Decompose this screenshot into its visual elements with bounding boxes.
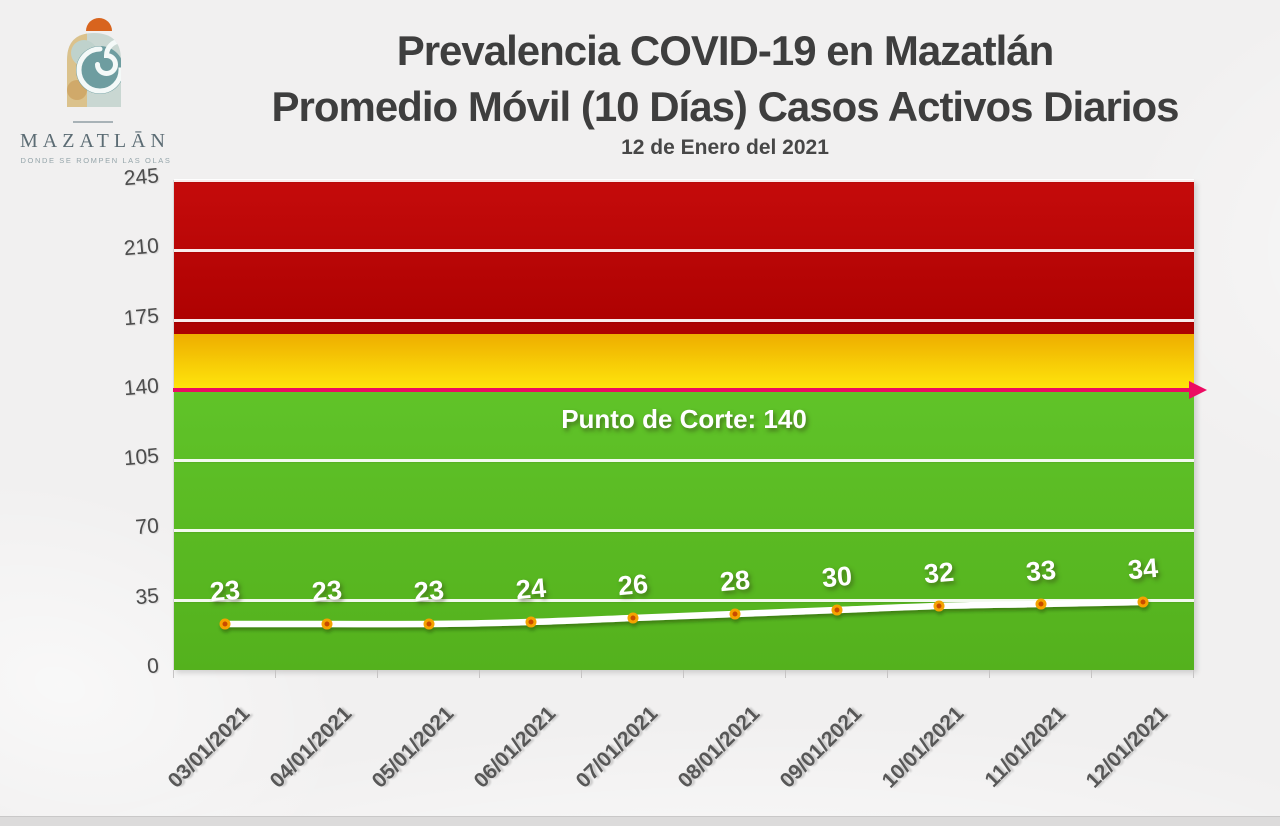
cutoff-label: Punto de Corte: 140 — [561, 404, 807, 434]
x-axis-tick-7 — [887, 670, 888, 678]
gridline-105 — [174, 458, 1194, 462]
y-axis-label-175: 175 — [122, 304, 160, 331]
mazatlan-logo: MAZATLĀN DONDE SE ROMPEN LAS OLAS — [20, 18, 172, 165]
x-axis-tick-3 — [479, 670, 480, 678]
data-point-09/01/2021 — [831, 604, 843, 616]
bottom-edge-strip — [0, 816, 1280, 826]
data-point-06/01/2021 — [525, 616, 537, 628]
x-axis-tick-5 — [683, 670, 684, 678]
y-axis-label-245: 245 — [122, 164, 160, 191]
gridline-35 — [174, 598, 1194, 602]
chart-subtitle: Promedio Móvil (10 Días) Casos Activos D… — [271, 83, 1179, 130]
y-axis-label-35: 35 — [134, 584, 160, 610]
y-axis-label-70: 70 — [134, 514, 160, 540]
gridline-70 — [174, 528, 1194, 532]
x-axis-tick-0 — [173, 670, 174, 678]
gridline-245 — [174, 178, 1194, 182]
y-axis-label-0: 0 — [146, 654, 160, 679]
logo-sun-icon — [86, 18, 112, 31]
cutoff-line — [173, 388, 1193, 392]
chart-date: 12 de Enero del 2021 — [621, 136, 829, 159]
y-axis-label-105: 105 — [122, 444, 160, 471]
data-point-12/01/2021 — [1137, 596, 1149, 608]
y-axis-label-210: 210 — [122, 234, 160, 261]
data-point-10/01/2021 — [933, 600, 945, 612]
logo-wave-spiral-icon — [76, 38, 121, 94]
x-axis-tick-4 — [581, 670, 582, 678]
gridline-210 — [174, 248, 1194, 252]
data-point-07/01/2021 — [627, 612, 639, 624]
cutoff-arrow-icon — [1189, 381, 1207, 399]
data-point-08/01/2021 — [729, 608, 741, 620]
plot-area: Punto de Corte: 140 23 23 23 24 26 28 30 32 33 34 — [173, 178, 1194, 670]
x-axis-tick-10 — [1193, 670, 1194, 678]
data-point-03/01/2021 — [219, 618, 231, 630]
data-point-11/01/2021 — [1035, 598, 1047, 610]
series-line — [221, 598, 1147, 628]
zone-yellow — [174, 334, 1194, 390]
gridline-175 — [174, 318, 1194, 322]
chart-title: Prevalencia COVID-19 en Mazatlán — [396, 27, 1055, 74]
data-point-05/01/2021 — [423, 618, 435, 630]
zone-red — [174, 180, 1194, 334]
x-axis-tick-2 — [377, 670, 378, 678]
logo-brand-text: MAZATLĀN — [20, 130, 170, 152]
x-axis-tick-9 — [1091, 670, 1092, 678]
chart-header: Prevalencia COVID-19 en Mazatlán Promedi… — [170, 26, 1280, 160]
logo-tagline-text: DONDE SE ROMPEN LAS OLAS — [21, 156, 172, 165]
x-axis-tick-1 — [275, 670, 276, 678]
x-axis-tick-8 — [989, 670, 990, 678]
data-point-04/01/2021 — [321, 618, 333, 630]
y-axis-label-140: 140 — [122, 374, 160, 401]
x-axis-tick-6 — [785, 670, 786, 678]
